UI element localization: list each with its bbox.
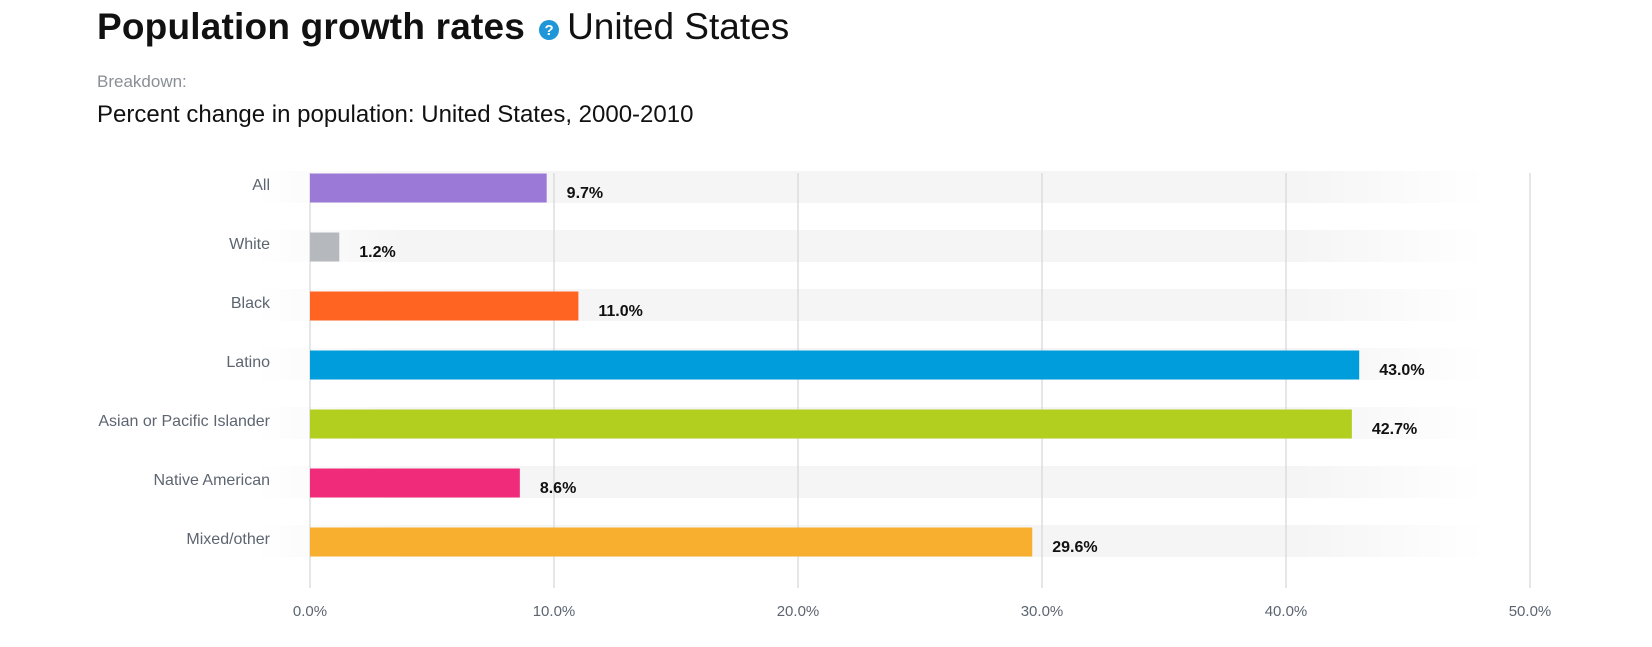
category-label: Latino — [226, 354, 270, 371]
x-tick-label: 0.0% — [293, 603, 327, 620]
data-label: 8.6% — [540, 480, 576, 497]
category-label: Asian or Pacific Islander — [98, 413, 270, 430]
page-title: Population growth rates — [97, 6, 526, 47]
question-circle-icon[interactable]: ? — [539, 20, 560, 40]
x-axis-tick-labels: 0.0% 10.0% 20.0% 30.0% 40.0% 50.0% — [293, 603, 1551, 620]
category-label: Native American — [154, 472, 271, 489]
bar[interactable] — [310, 173, 547, 203]
breakdown-label: Breakdown: — [97, 72, 187, 91]
data-label: 11.0% — [598, 303, 642, 320]
bar[interactable] — [310, 527, 1033, 557]
bar[interactable] — [310, 468, 520, 498]
category-label: Mixed/other — [186, 531, 270, 548]
data-label: 1.2% — [359, 244, 395, 261]
data-label: 29.6% — [1052, 539, 1097, 556]
bar[interactable] — [310, 232, 340, 262]
category-labels: All White Black Latino Asian or Pacific Isla… — [98, 177, 271, 548]
x-tick-label: 40.0% — [1265, 603, 1308, 620]
data-label: 42.7% — [1372, 421, 1417, 438]
place-name: United States — [567, 6, 790, 47]
bar-track — [255, 230, 1485, 262]
x-tick-label: 10.0% — [533, 603, 576, 620]
category-label: White — [229, 236, 270, 253]
bars — [310, 173, 1360, 557]
category-label: All — [252, 177, 270, 194]
data-label: 9.7% — [567, 185, 603, 202]
x-tick-label: 30.0% — [1021, 603, 1064, 620]
bar[interactable] — [310, 350, 1360, 380]
gridlines — [309, 173, 1531, 588]
data-labels: 9.7% 1.2% 11.0% 43.0% 42.7% 8.6% 29.6% — [359, 185, 1424, 556]
bar[interactable] — [310, 409, 1352, 439]
bar[interactable] — [310, 291, 579, 321]
data-label: 43.0% — [1379, 362, 1424, 379]
category-label: Black — [231, 295, 271, 312]
breakdown-value: Percent change in population: United Sta… — [97, 101, 694, 128]
chart-header: Population growth rates ? United States — [97, 6, 789, 48]
x-tick-label: 20.0% — [777, 603, 820, 620]
x-tick-label: 50.0% — [1509, 603, 1552, 620]
